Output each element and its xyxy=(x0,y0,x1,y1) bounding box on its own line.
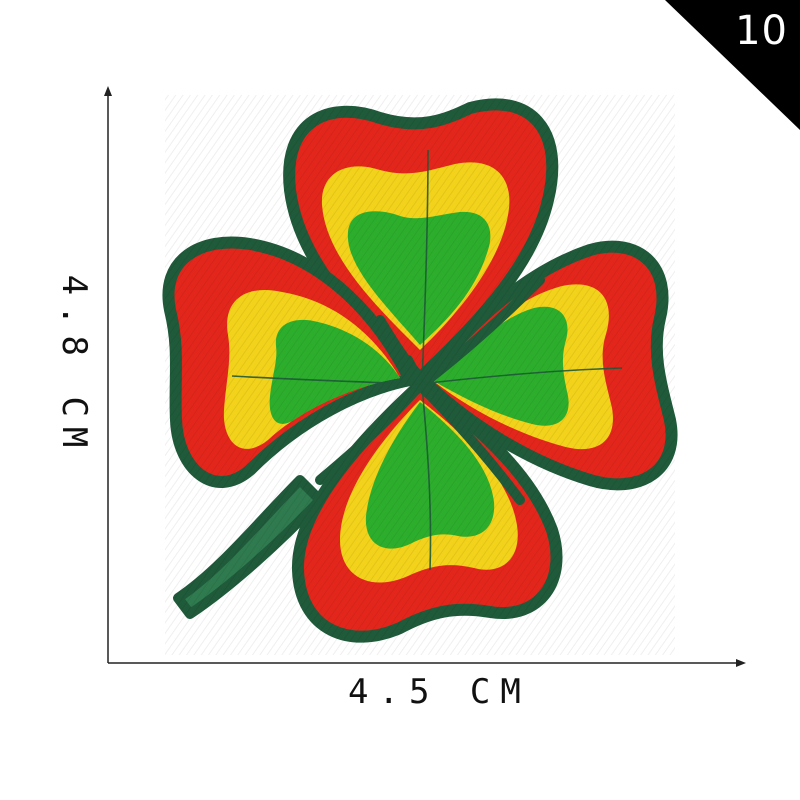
height-label: 4.8 CM xyxy=(54,274,94,458)
corner-badge xyxy=(665,0,800,130)
clover-patch xyxy=(162,95,678,655)
badge-number: 10 xyxy=(735,8,788,54)
width-label: 4.5 CM xyxy=(348,672,531,712)
dimension-axes xyxy=(104,86,746,667)
